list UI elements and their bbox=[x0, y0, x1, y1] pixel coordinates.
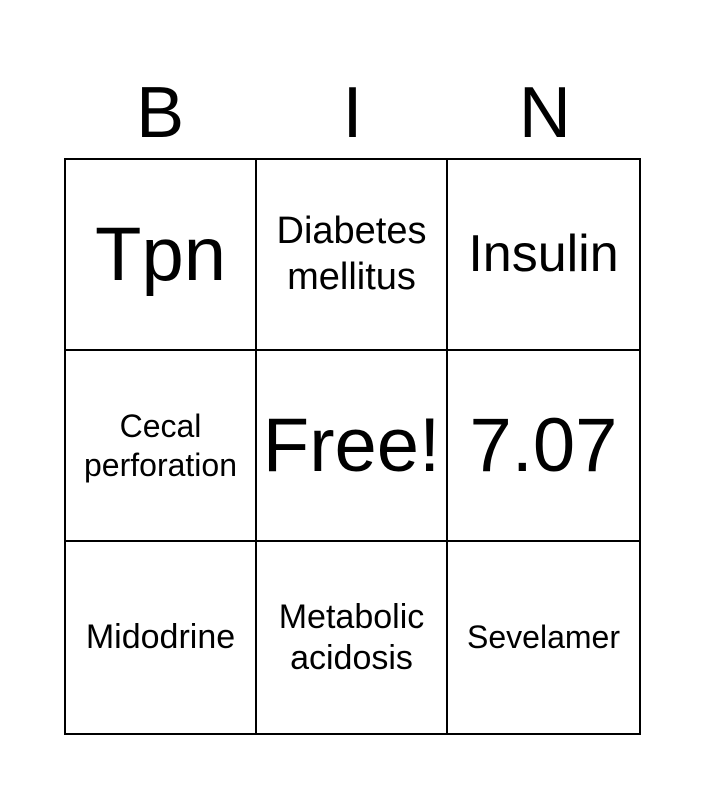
header-letter-b: B bbox=[136, 73, 185, 153]
free-space-cell: Free! bbox=[257, 351, 448, 542]
header-letter-i: I bbox=[342, 73, 363, 153]
bingo-grid: Tpn Diabetes mellitus Insulin Cecal perf… bbox=[64, 158, 641, 735]
bingo-cell: Sevelamer bbox=[467, 619, 620, 656]
bingo-cell: Cecal perforation bbox=[66, 351, 257, 542]
bingo-cell: 7.07 bbox=[448, 351, 639, 542]
bingo-cell: Insulin bbox=[448, 160, 639, 351]
bingo-cell: Metabolic acidosis bbox=[257, 542, 448, 733]
header-letter-n: N bbox=[518, 73, 571, 153]
bingo-cell: Midodrine bbox=[66, 542, 257, 733]
bingo-cell: Tpn bbox=[66, 160, 257, 351]
bingo-header: B I N bbox=[64, 70, 641, 156]
bingo-cell: Diabetes mellitus bbox=[257, 160, 448, 351]
